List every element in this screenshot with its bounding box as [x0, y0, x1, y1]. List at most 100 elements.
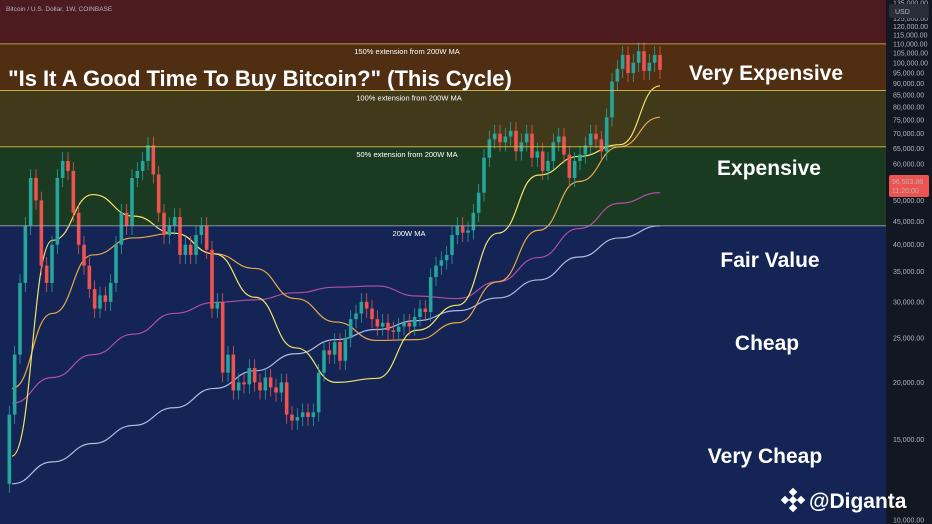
- level-label: 150% extension from 200W MA: [354, 47, 459, 56]
- candle-body: [231, 354, 236, 391]
- candle-body: [556, 136, 561, 143]
- candle-body: [583, 145, 588, 155]
- candle-body: [55, 177, 60, 245]
- y-tick-label: 85,000.00: [893, 93, 924, 100]
- candle-body: [18, 282, 22, 355]
- candle-body: [652, 55, 657, 63]
- price-badge-countdown: 11:20:00: [892, 188, 919, 195]
- candle-body: [620, 55, 625, 69]
- y-tick-label: 60,000.00: [893, 162, 924, 169]
- candle-body: [44, 265, 49, 283]
- candle-body: [252, 368, 257, 383]
- candle-body: [220, 301, 225, 373]
- candle-body: [274, 387, 278, 393]
- zone-title-expensive: Expensive: [717, 157, 821, 180]
- candle-body: [210, 249, 214, 309]
- candle-body: [71, 170, 76, 213]
- candle-body: [114, 244, 118, 283]
- candle-body: [178, 216, 182, 255]
- candle-body: [535, 151, 540, 158]
- candle-body: [343, 338, 348, 361]
- zone-title-very-cheap: Very Cheap: [708, 445, 822, 468]
- zone-band: [0, 0, 886, 44]
- candle-body: [194, 235, 198, 255]
- candle-body: [380, 322, 385, 327]
- candle-body: [391, 330, 396, 332]
- candle-body: [12, 354, 17, 415]
- y-tick-label: 75,000.00: [893, 117, 924, 124]
- y-tick-label: 15,000.00: [893, 437, 924, 444]
- candle-body: [39, 200, 44, 266]
- candle-body: [135, 170, 140, 178]
- chart-title: "Is It A Good Time To Buy Bitcoin?" (Thi…: [8, 66, 512, 91]
- y-tick-label: 30,000.00: [893, 299, 924, 306]
- candle-body: [594, 133, 598, 140]
- currency-badge-bg[interactable]: [889, 4, 929, 18]
- candle-body: [215, 301, 220, 309]
- candle-body: [311, 412, 316, 417]
- candle-body: [450, 235, 454, 255]
- price-badge-value: 96,503.88: [892, 179, 923, 186]
- candle-body: [636, 51, 641, 63]
- candle-body: [599, 139, 604, 152]
- price-badge-bg: [889, 175, 929, 197]
- candle-body: [658, 55, 662, 70]
- candle-body: [396, 326, 401, 332]
- candle-body: [642, 51, 646, 71]
- candle-body: [631, 62, 636, 73]
- candle-body: [162, 212, 166, 236]
- candle-body: [140, 160, 145, 171]
- candle-body: [444, 254, 449, 261]
- candle-body: [375, 319, 380, 327]
- candle-body: [524, 133, 529, 143]
- y-tick-label: 25,000.00: [893, 336, 924, 343]
- candle-body: [508, 130, 513, 137]
- candle-body: [348, 319, 353, 339]
- candle-body: [28, 177, 33, 226]
- candle-body: [188, 244, 193, 255]
- candle-body: [482, 157, 486, 193]
- candle-body: [50, 244, 54, 283]
- ma-line: [11, 225, 661, 485]
- candle-body: [604, 117, 609, 152]
- candle-body: [204, 225, 209, 250]
- symbol-header: Bitcoin / U.S. Dollar, 1W, COINBASE: [6, 6, 113, 13]
- candle-body: [551, 142, 556, 161]
- y-tick-label: 115,000.00: [893, 33, 928, 40]
- candle-body: [92, 289, 97, 309]
- candle-body: [407, 322, 412, 327]
- zone-title-cheap: Cheap: [735, 332, 799, 355]
- candle-body: [316, 372, 321, 413]
- y-tick-label: 40,000.00: [893, 242, 924, 249]
- candle-body: [87, 265, 92, 290]
- candle-body: [386, 322, 390, 331]
- y-tick-label: 20,000.00: [893, 380, 924, 387]
- candle-body: [327, 350, 332, 355]
- level-label: 100% extension from 200W MA: [356, 93, 461, 102]
- candle-body: [183, 244, 188, 255]
- candle-body: [572, 160, 577, 178]
- candle-body: [476, 192, 481, 213]
- candle-body: [610, 81, 614, 118]
- candle-body: [242, 382, 246, 385]
- candle-body: [428, 277, 433, 313]
- candle-body: [332, 342, 337, 355]
- candle-body: [263, 377, 268, 391]
- candle-body: [322, 350, 326, 373]
- candle-body: [306, 412, 310, 417]
- candle-body: [439, 260, 444, 266]
- candle-body: [156, 174, 161, 213]
- y-tick-label: 80,000.00: [893, 105, 924, 112]
- candle-body: [359, 301, 364, 314]
- currency-badge: USD: [895, 9, 910, 16]
- candle-body: [295, 416, 300, 421]
- candle-body: [647, 62, 652, 71]
- candle-body: [578, 154, 582, 161]
- candle-body: [82, 244, 86, 266]
- zone-band: [0, 225, 886, 524]
- candle-body: [562, 136, 566, 155]
- ma-line: [11, 192, 661, 404]
- y-tick-label: 100,000.00: [893, 60, 928, 67]
- candle-body: [279, 382, 284, 393]
